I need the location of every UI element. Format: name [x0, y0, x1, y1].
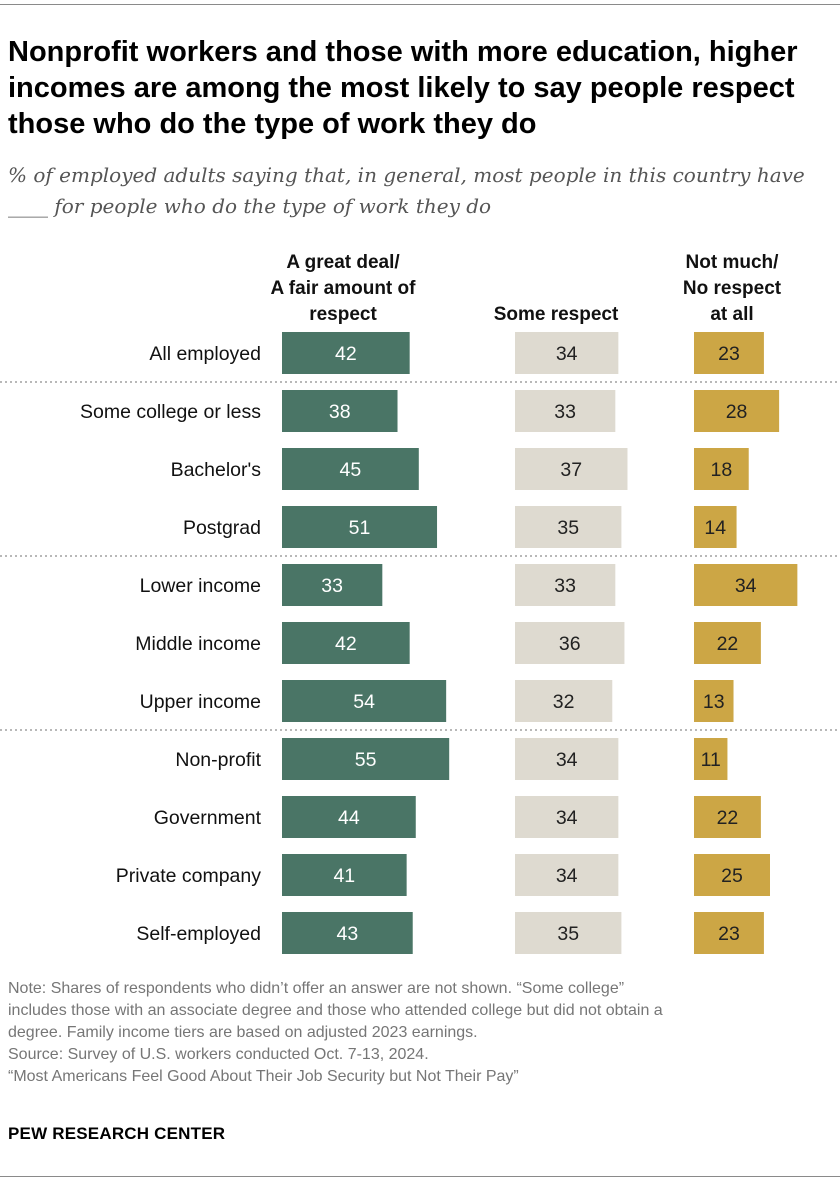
- bar-value-label: 42: [335, 343, 357, 365]
- bar-great-deal: [282, 564, 383, 606]
- bar-not-much: [694, 854, 770, 896]
- bar-value-label: 36: [559, 633, 581, 655]
- bar-not-much: [694, 332, 764, 374]
- bottom-rule: [0, 1176, 840, 1177]
- column-header-3: at all: [710, 304, 753, 325]
- bar-value-label: 18: [711, 459, 733, 481]
- bar-not-much: [694, 448, 749, 490]
- chart-title: Nonprofit workers and those with more ed…: [8, 36, 798, 140]
- bar-value-label: 34: [735, 575, 757, 597]
- bar-value-label: 33: [554, 575, 576, 597]
- bar-value-label: 22: [717, 633, 739, 655]
- row-label: Postgrad: [183, 517, 261, 539]
- bar-value-label: 35: [557, 517, 579, 539]
- bar-value-label: 11: [701, 749, 721, 771]
- column-header-1: A great deal/: [286, 252, 400, 273]
- bar-some: [515, 680, 613, 722]
- column-header-1: respect: [309, 304, 377, 325]
- bar-value-label: 23: [718, 343, 740, 365]
- bar-some: [515, 854, 619, 896]
- row-label: All employed: [149, 343, 261, 365]
- row-label: Bachelor's: [171, 459, 262, 481]
- bar-value-label: 23: [718, 923, 740, 945]
- bar-value-label: 38: [329, 401, 351, 423]
- bar-value-label: 42: [335, 633, 357, 655]
- bar-value-label: 37: [560, 459, 582, 481]
- bar-chart: A great deal/A fair amount of respect Some…: [0, 252, 840, 954]
- bar-some: [515, 506, 622, 548]
- column-header-3: No respect: [683, 278, 782, 299]
- bar-some: [515, 332, 619, 374]
- bar-value-label: 34: [556, 749, 578, 771]
- row-label: Private company: [116, 865, 261, 887]
- bar-value-label: 33: [554, 401, 576, 423]
- bar-great-deal: [282, 912, 413, 954]
- column-header-3: Not much/: [686, 252, 780, 273]
- chart-note: Note: Shares of respondents who didn’t o…: [8, 978, 836, 1088]
- row-label: Middle income: [135, 633, 261, 655]
- bar-value-label: 44: [338, 807, 360, 829]
- bar-value-label: 32: [553, 691, 575, 713]
- bar-value-label: 45: [340, 459, 362, 481]
- bar-not-much: [694, 796, 761, 838]
- bar-great-deal: [282, 622, 410, 664]
- bar-value-label: 13: [703, 691, 725, 713]
- note-line: degree. Family income tiers are based on…: [8, 1024, 478, 1041]
- bar-value-label: 51: [349, 517, 371, 539]
- bar-not-much: [694, 680, 734, 722]
- report-title-line: “Most Americans Feel Good About Their Jo…: [8, 1068, 519, 1085]
- bar-great-deal: [282, 448, 419, 490]
- bar-some: [515, 796, 619, 838]
- bar-some: [515, 564, 616, 606]
- bar-not-much: [694, 622, 761, 664]
- bar-value-label: 55: [355, 749, 377, 771]
- bar-value-label: 14: [704, 517, 726, 539]
- bar-value-label: 41: [333, 865, 355, 887]
- column-header-1: A fair amount of: [271, 278, 417, 299]
- bar-value-label: 34: [556, 865, 578, 887]
- bar-not-much: [694, 738, 728, 780]
- bar-value-label: 54: [353, 691, 375, 713]
- pew-research-center-logo: PEW RESEARCH CENTER: [8, 1124, 226, 1143]
- top-rule: [0, 4, 840, 5]
- bar-not-much: [694, 912, 764, 954]
- row-label: Self-employed: [136, 923, 261, 945]
- bar-value-label: 33: [321, 575, 343, 597]
- column-header-2: Some respect: [494, 304, 619, 325]
- note-line: Note: Shares of respondents who didn’t o…: [8, 980, 625, 997]
- bar-not-much: [694, 390, 780, 432]
- row-label: Government: [154, 807, 262, 829]
- bar-value-label: 34: [556, 807, 578, 829]
- bar-value-label: 22: [717, 807, 739, 829]
- note-line: includes those with an associate degree …: [8, 1002, 663, 1019]
- bar-great-deal: [282, 506, 438, 548]
- bar-value-label: 34: [556, 343, 578, 365]
- bar-great-deal: [282, 332, 410, 374]
- bar-some: [515, 390, 616, 432]
- row-label: Some college or less: [80, 401, 261, 423]
- bar-some: [515, 448, 628, 490]
- bar-value-label: 25: [721, 865, 743, 887]
- bar-great-deal: [282, 854, 407, 896]
- source-line: Source: Survey of U.S. workers conducted…: [8, 1046, 429, 1063]
- chart-subtitle: % of employed adults saying that, in gen…: [8, 163, 805, 218]
- row-label: Non-profit: [175, 749, 261, 771]
- bar-great-deal: [282, 796, 416, 838]
- bar-value-label: 35: [557, 923, 579, 945]
- bar-some: [515, 622, 625, 664]
- bar-some: [515, 912, 622, 954]
- bar-value-label: 28: [726, 401, 748, 423]
- row-label: Lower income: [140, 575, 261, 597]
- bar-value-label: 43: [337, 923, 359, 945]
- bar-not-much: [694, 506, 737, 548]
- bar-great-deal: [282, 738, 450, 780]
- bar-not-much: [694, 564, 798, 606]
- bar-great-deal: [282, 680, 447, 722]
- bar-some: [515, 738, 619, 780]
- row-label: Upper income: [140, 691, 261, 713]
- bar-great-deal: [282, 390, 398, 432]
